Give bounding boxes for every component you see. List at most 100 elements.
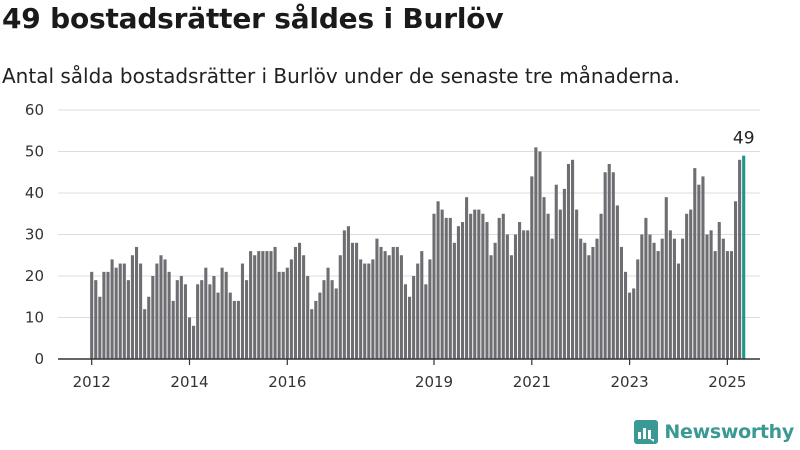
bar [249,251,253,359]
bar [322,280,326,359]
bar [359,259,363,359]
bar [371,259,375,359]
bar [338,255,342,359]
bar [110,259,114,359]
bar [253,255,257,359]
bar [314,300,318,359]
bar [391,246,395,359]
bar [330,280,334,359]
bar [236,300,240,359]
x-tick-label: 2025 [708,373,746,391]
bar [681,238,685,359]
bar [122,263,126,359]
brand-name: Newsworthy [664,421,794,443]
newsworthy-logo-icon [634,420,659,444]
bar [196,284,200,359]
bar [106,271,110,359]
bar [713,251,717,359]
x-tick-label: 2019 [415,373,453,391]
y-tick-label: 0 [34,350,44,368]
bar [440,209,444,359]
bar [550,238,554,359]
bar [538,151,542,359]
page-title: 49 bostadsrätter såldes i Burlöv [2,2,504,35]
bar [566,163,571,359]
bar [147,296,151,359]
bar [652,242,656,359]
bar [245,280,249,359]
x-tick-label: 2021 [513,373,551,391]
bar [656,251,660,359]
bar [220,267,224,359]
bar [90,271,94,359]
bar [436,201,440,359]
bar [705,234,709,359]
bar [603,172,607,359]
bar [448,217,452,359]
bar [534,147,538,359]
bar [615,205,619,359]
bar [456,226,460,359]
bar [200,280,204,359]
bar [497,217,501,359]
bar [676,263,681,359]
bar [424,284,428,359]
bar [224,271,228,359]
bar [114,267,118,359]
bar [501,213,505,359]
bar [408,296,412,359]
bar [607,163,611,359]
bar [640,234,644,359]
bar [672,238,676,359]
y-tick-label: 50 [25,143,44,161]
bar [693,168,697,359]
bar [183,284,187,359]
bar [281,271,285,359]
bar [685,213,689,359]
bar [130,255,134,359]
bar [579,238,583,359]
bar [575,209,579,359]
bar [163,259,167,359]
bar [636,259,640,359]
bar [420,251,424,359]
bar [367,263,371,359]
bar [379,246,383,359]
y-tick-label: 40 [25,184,44,202]
y-tick-label: 10 [25,309,44,327]
bar [469,213,473,359]
bar [623,271,628,359]
bar [289,259,293,359]
bar [399,255,403,359]
bar [664,197,668,359]
bar [701,176,705,359]
bar [632,288,636,359]
bars [90,147,746,359]
bar [159,255,163,359]
bar [375,238,379,359]
bar [546,213,550,359]
bar [591,246,595,359]
bar [489,255,493,359]
bar [595,238,599,359]
bar [269,251,273,359]
bar [583,242,587,359]
bar [126,280,130,359]
bar [493,242,497,359]
bar [416,263,420,359]
bar [481,213,485,359]
bar [522,230,526,359]
bar [717,222,721,359]
bar [208,284,212,359]
bar [118,263,122,359]
bar [346,226,350,359]
last-value-label: 49 [733,129,755,149]
highlight-bar [742,155,746,359]
bar [526,230,530,359]
bar [444,217,448,359]
bar [143,309,147,359]
bar [98,296,102,359]
bar [432,213,436,359]
bar [334,288,338,359]
